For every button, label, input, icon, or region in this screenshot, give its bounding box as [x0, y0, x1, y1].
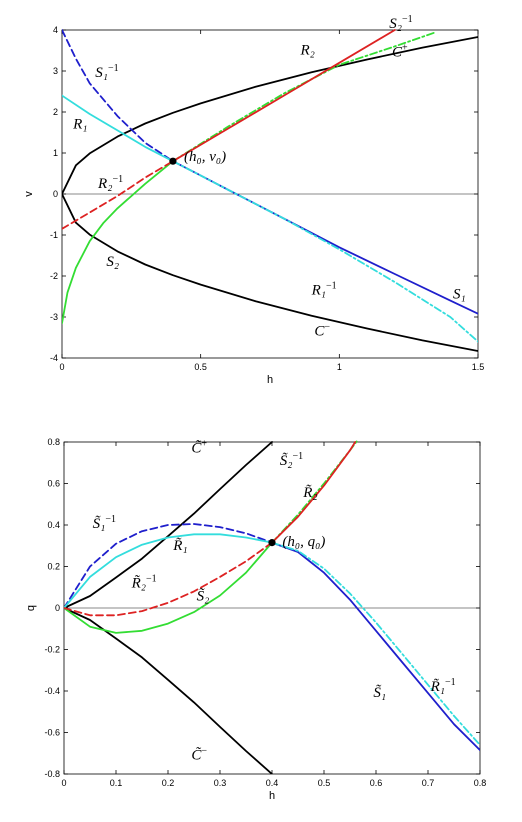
c1-y-tick-label: -0.8: [44, 769, 60, 779]
c1-x-tick-label: 0.6: [370, 778, 383, 788]
c0-series-r1: [62, 94, 174, 163]
c1-x-tick-label: 0.3: [214, 778, 227, 788]
c1-x-axis-label: h: [269, 790, 275, 802]
c0-y-tick-label: 1: [53, 148, 58, 158]
c1-x-tick-label: 0: [61, 778, 66, 788]
c0-annotation-r2: R₂−1: [97, 174, 123, 192]
c0-annotation-c: C+: [392, 43, 408, 61]
c0-annotation-r1: R₁: [72, 116, 87, 132]
c0-x-axis-label: h: [267, 374, 273, 386]
c0-annotation-s1: S₁−1: [95, 63, 118, 81]
c1-annotation-r-2: R̃₂: [302, 485, 317, 501]
c1-annotation-c: C̃+: [191, 438, 207, 456]
c0-series-group: [62, 29, 478, 352]
c1-x-tick-label: 0.2: [162, 778, 175, 788]
c1-y-tick-label: 0.6: [47, 479, 60, 489]
c0-x-tick-label: 0: [59, 362, 64, 372]
bottom-chart-q-vs-h: 0 0.1 0.2 0.3 0.4 0.5 0.6 0.7 0.8 -0.8 -0.6 -0.4 -0.…: [25, 437, 486, 802]
c0-annotation-c: C−: [314, 321, 330, 339]
c0-y-axis-label: v: [23, 191, 35, 197]
c1-y-tick-label: -0.6: [44, 728, 60, 738]
c1-x-tick-label: 0.7: [422, 778, 435, 788]
c0-series-c: [62, 36, 478, 195]
c0-equilibrium-point: [169, 157, 177, 165]
c1-y-tick-label: -0.2: [44, 645, 60, 655]
c0-annotation-s1: S₁: [453, 287, 466, 303]
c0-y-tick-label: 0: [53, 189, 58, 199]
c1-series-group: [64, 438, 480, 774]
c0-annotation-h0-v0: (h₀, v₀): [184, 149, 226, 165]
c0-series-s2: [62, 160, 174, 325]
c1-x-tick-label: 0.5: [318, 778, 331, 788]
c1-x-tick-label: 0.4: [266, 778, 279, 788]
c1-series-c: [64, 607, 273, 774]
c1-series-s-1: [271, 541, 480, 751]
c1-series-c: [64, 441, 273, 609]
c1-y-tick-label: 0: [55, 603, 60, 613]
c1-x-tick-label: 0.8: [474, 778, 487, 788]
c0-series-r2-1: [62, 160, 174, 230]
c1-series-s-1-1: [64, 523, 273, 609]
c0-annotation-s2: S₂: [106, 254, 119, 270]
c1-x-tick-label: 0.1: [110, 778, 123, 788]
c1-annotation-s-1: S̃₁−1: [93, 514, 116, 532]
top-chart-v-vs-h: 0 0.5 1 1.5 -4 -3 -2 -1 0 1 2 3 4 h v C+ C− S₁−1 R₁ R₂−1 S₂ R…: [23, 14, 484, 386]
c0-annotation-s2: S₂−1: [389, 14, 412, 32]
c1-annotation-h0-q0: (h₀, q₀): [282, 534, 325, 550]
c1-equilibrium-point: [268, 539, 276, 547]
c1-annotation-r-1: R̃₁−1: [430, 677, 456, 695]
c0-y-tick-label: -4: [50, 353, 58, 363]
c0-series-c: [62, 193, 478, 352]
c0-y-tick-label: 3: [53, 66, 58, 76]
c0-annotation-r2: R₂: [300, 43, 315, 59]
c0-y-tick-label: 2: [53, 107, 58, 117]
c1-annotation-s-2: S̃₂−1: [280, 451, 303, 469]
c1-series-r-2-1: [64, 541, 273, 617]
c1-annotation-s-2: S̃₂: [197, 588, 210, 605]
c0-x-tick-label: 1.5: [472, 362, 485, 372]
c1-y-tick-label: 0.8: [47, 437, 60, 447]
c1-series-r-1-1: [271, 541, 480, 746]
c0-x-tick-label: 0.5: [194, 362, 207, 372]
c0-annotation-r1: R₁−1: [311, 280, 337, 298]
c0-series-r1-1: [171, 160, 478, 343]
c1-annotation-s-1: S̃₁: [373, 685, 386, 702]
c0-y-tick-label: -2: [50, 271, 58, 281]
c1-y-tick-label: 0.2: [47, 562, 60, 572]
c0-y-tick-label: -1: [50, 230, 58, 240]
c0-series-s1-1: [62, 29, 174, 163]
c0-x-tick-label: 1: [337, 362, 342, 372]
c0-series-r2: [171, 29, 396, 163]
c1-y-axis-label: q: [25, 605, 37, 611]
c1-annotation-r-2: R̃₂−1: [131, 573, 157, 591]
c1-series-r-1: [64, 533, 273, 609]
c1-y-tick-label: -0.4: [44, 686, 60, 696]
c1-series-r-2: [271, 441, 357, 544]
c0-y-tick-label: -3: [50, 312, 58, 322]
c1-annotation-r-1: R̃₁: [172, 537, 187, 553]
c0-y-tick-label: 4: [53, 25, 58, 35]
c1-series-s-2: [64, 541, 273, 634]
c1-y-tick-label: 0.4: [47, 520, 60, 530]
c1-annotation-c: C̃−: [191, 745, 207, 763]
